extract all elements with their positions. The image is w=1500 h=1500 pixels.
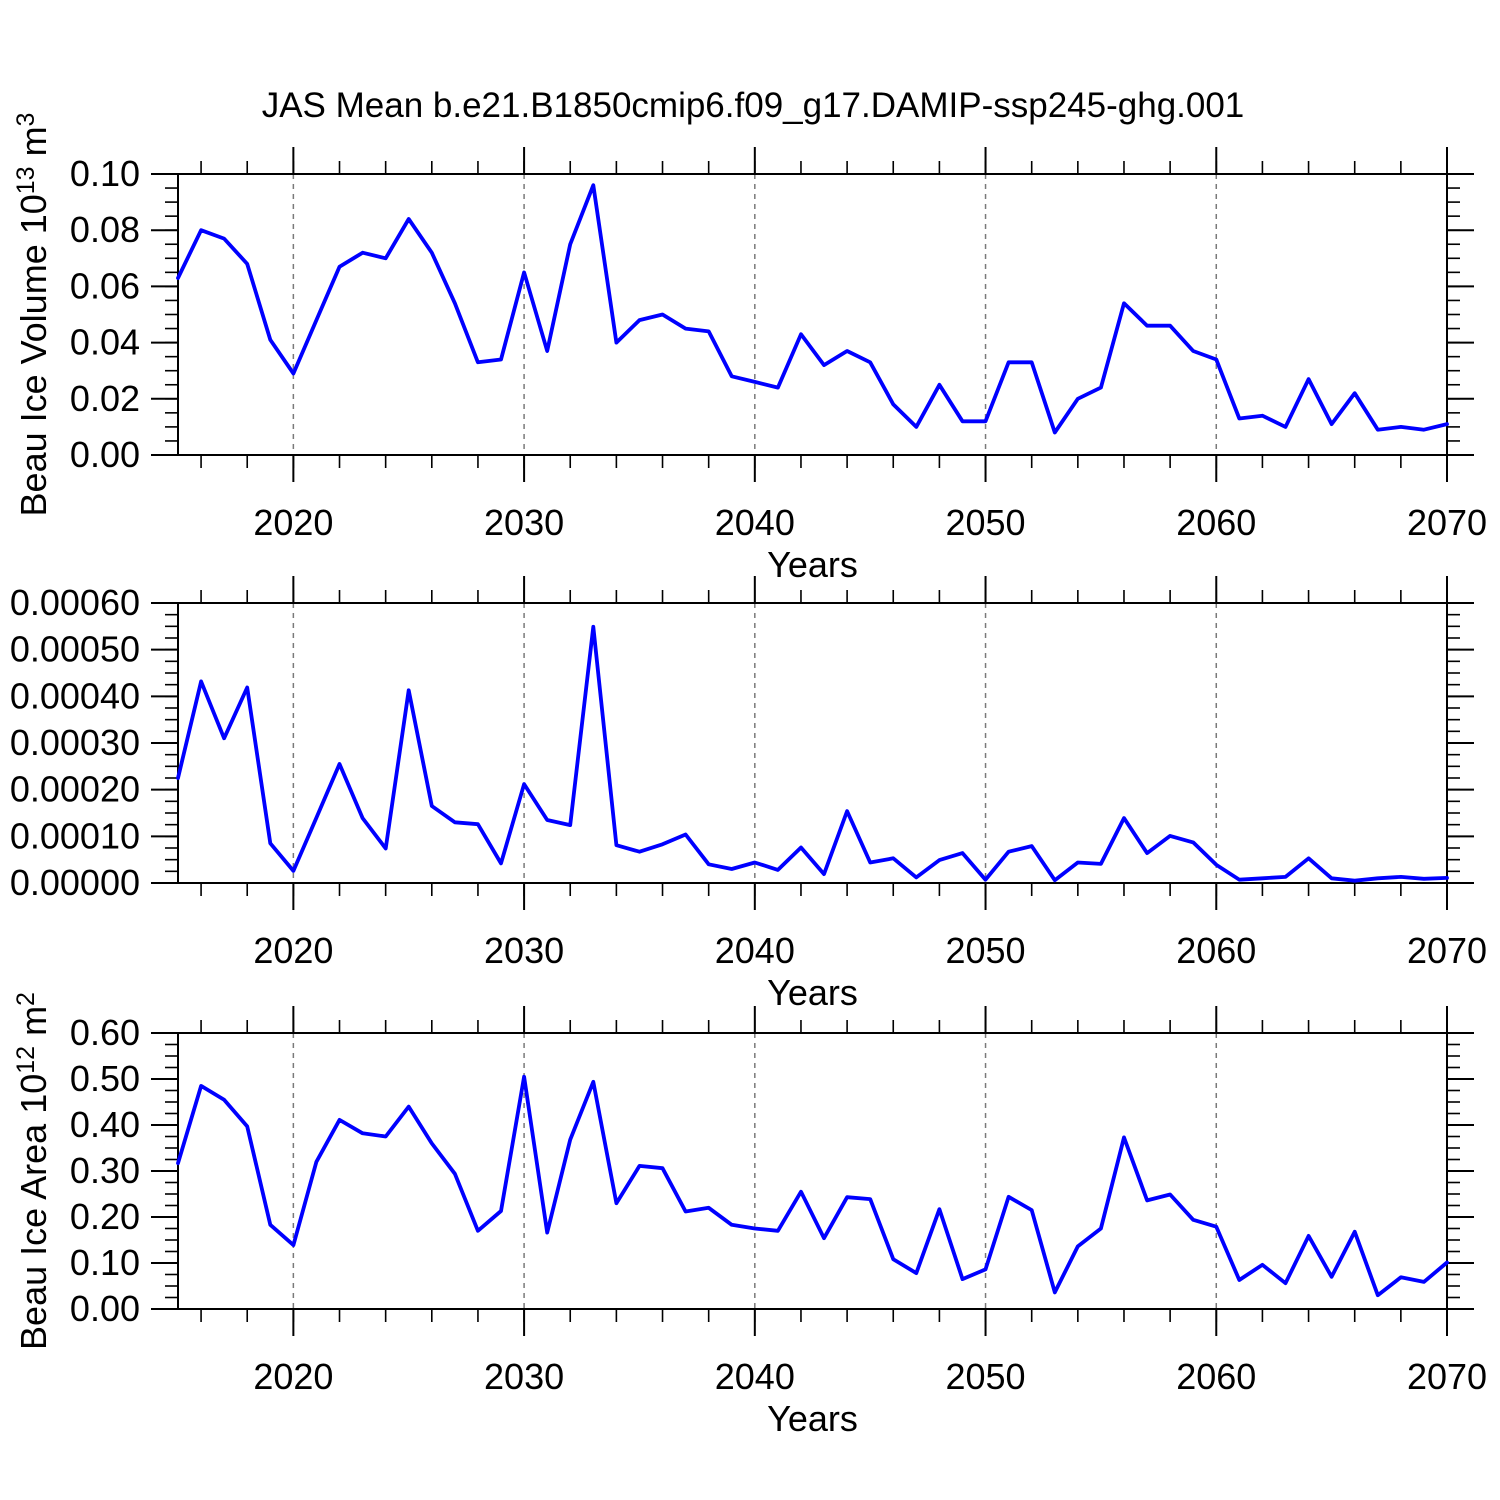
y-tick-label: 0.00: [70, 434, 140, 475]
x-tick-label: 2070: [1407, 502, 1487, 543]
x-tick-label: 2020: [253, 502, 333, 543]
x-tick-label: 2060: [1176, 930, 1256, 971]
y-tick-label: 0.00060: [10, 582, 140, 623]
y-tick-label: 0.60: [70, 1012, 140, 1053]
x-tick-label: 2060: [1176, 1356, 1256, 1397]
x-tick-label: 2070: [1407, 1356, 1487, 1397]
y-tick-label: 0.00050: [10, 629, 140, 670]
x-axis-title: Years: [767, 1398, 858, 1439]
data-line-beau-ice-volume: [176, 183, 1449, 435]
data-line-beau-ice-area: [176, 1074, 1449, 1298]
x-axis-title: Years: [767, 544, 858, 585]
x-axis-title: Years: [767, 972, 858, 1013]
y-tick-label: 0.50: [70, 1058, 140, 1099]
x-tick-label: 2030: [484, 502, 564, 543]
x-tick-label: 2070: [1407, 930, 1487, 971]
x-tick-label: 2020: [253, 1356, 333, 1397]
x-tick-label: 2050: [945, 1356, 1025, 1397]
x-tick-label: 2050: [945, 502, 1025, 543]
y-axis-title: Beau Ice Volume 1013 m3: [12, 113, 54, 517]
y-tick-label: 0.00000: [10, 862, 140, 903]
data-line-beau-ice-middle-series: [176, 624, 1449, 883]
x-tick-label: 2020: [253, 930, 333, 971]
x-tick-label: 2060: [1176, 502, 1256, 543]
y-tick-label: 0.00010: [10, 815, 140, 856]
y-tick-label: 0.00030: [10, 722, 140, 763]
y-tick-label: 0.30: [70, 1150, 140, 1191]
y-axis-title: Beau Ice Area 1012 m2: [12, 992, 54, 1350]
x-tick-label: 2050: [945, 930, 1025, 971]
y-tick-label: 0.20: [70, 1196, 140, 1237]
y-tick-label: 0.00020: [10, 769, 140, 810]
x-tick-label: 2040: [715, 930, 795, 971]
y-tick-label: 0.40: [70, 1104, 140, 1145]
y-tick-label: 0.10: [70, 1242, 140, 1283]
y-tick-label: 0.00040: [10, 675, 140, 716]
y-tick-label: 0.00: [70, 1288, 140, 1329]
x-tick-label: 2040: [715, 502, 795, 543]
y-tick-label: 0.10: [70, 153, 140, 194]
y-tick-label: 0.08: [70, 209, 140, 250]
figure-title: JAS Mean b.e21.B1850cmip6.f09_g17.DAMIP-…: [261, 86, 1245, 125]
y-tick-label: 0.06: [70, 265, 140, 306]
x-tick-label: 2030: [484, 1356, 564, 1397]
y-tick-label: 0.02: [70, 378, 140, 419]
x-tick-label: 2040: [715, 1356, 795, 1397]
y-tick-label: 0.04: [70, 322, 140, 363]
plot-box: [177, 173, 1448, 456]
x-tick-label: 2030: [484, 930, 564, 971]
plot-box: [177, 602, 1448, 884]
